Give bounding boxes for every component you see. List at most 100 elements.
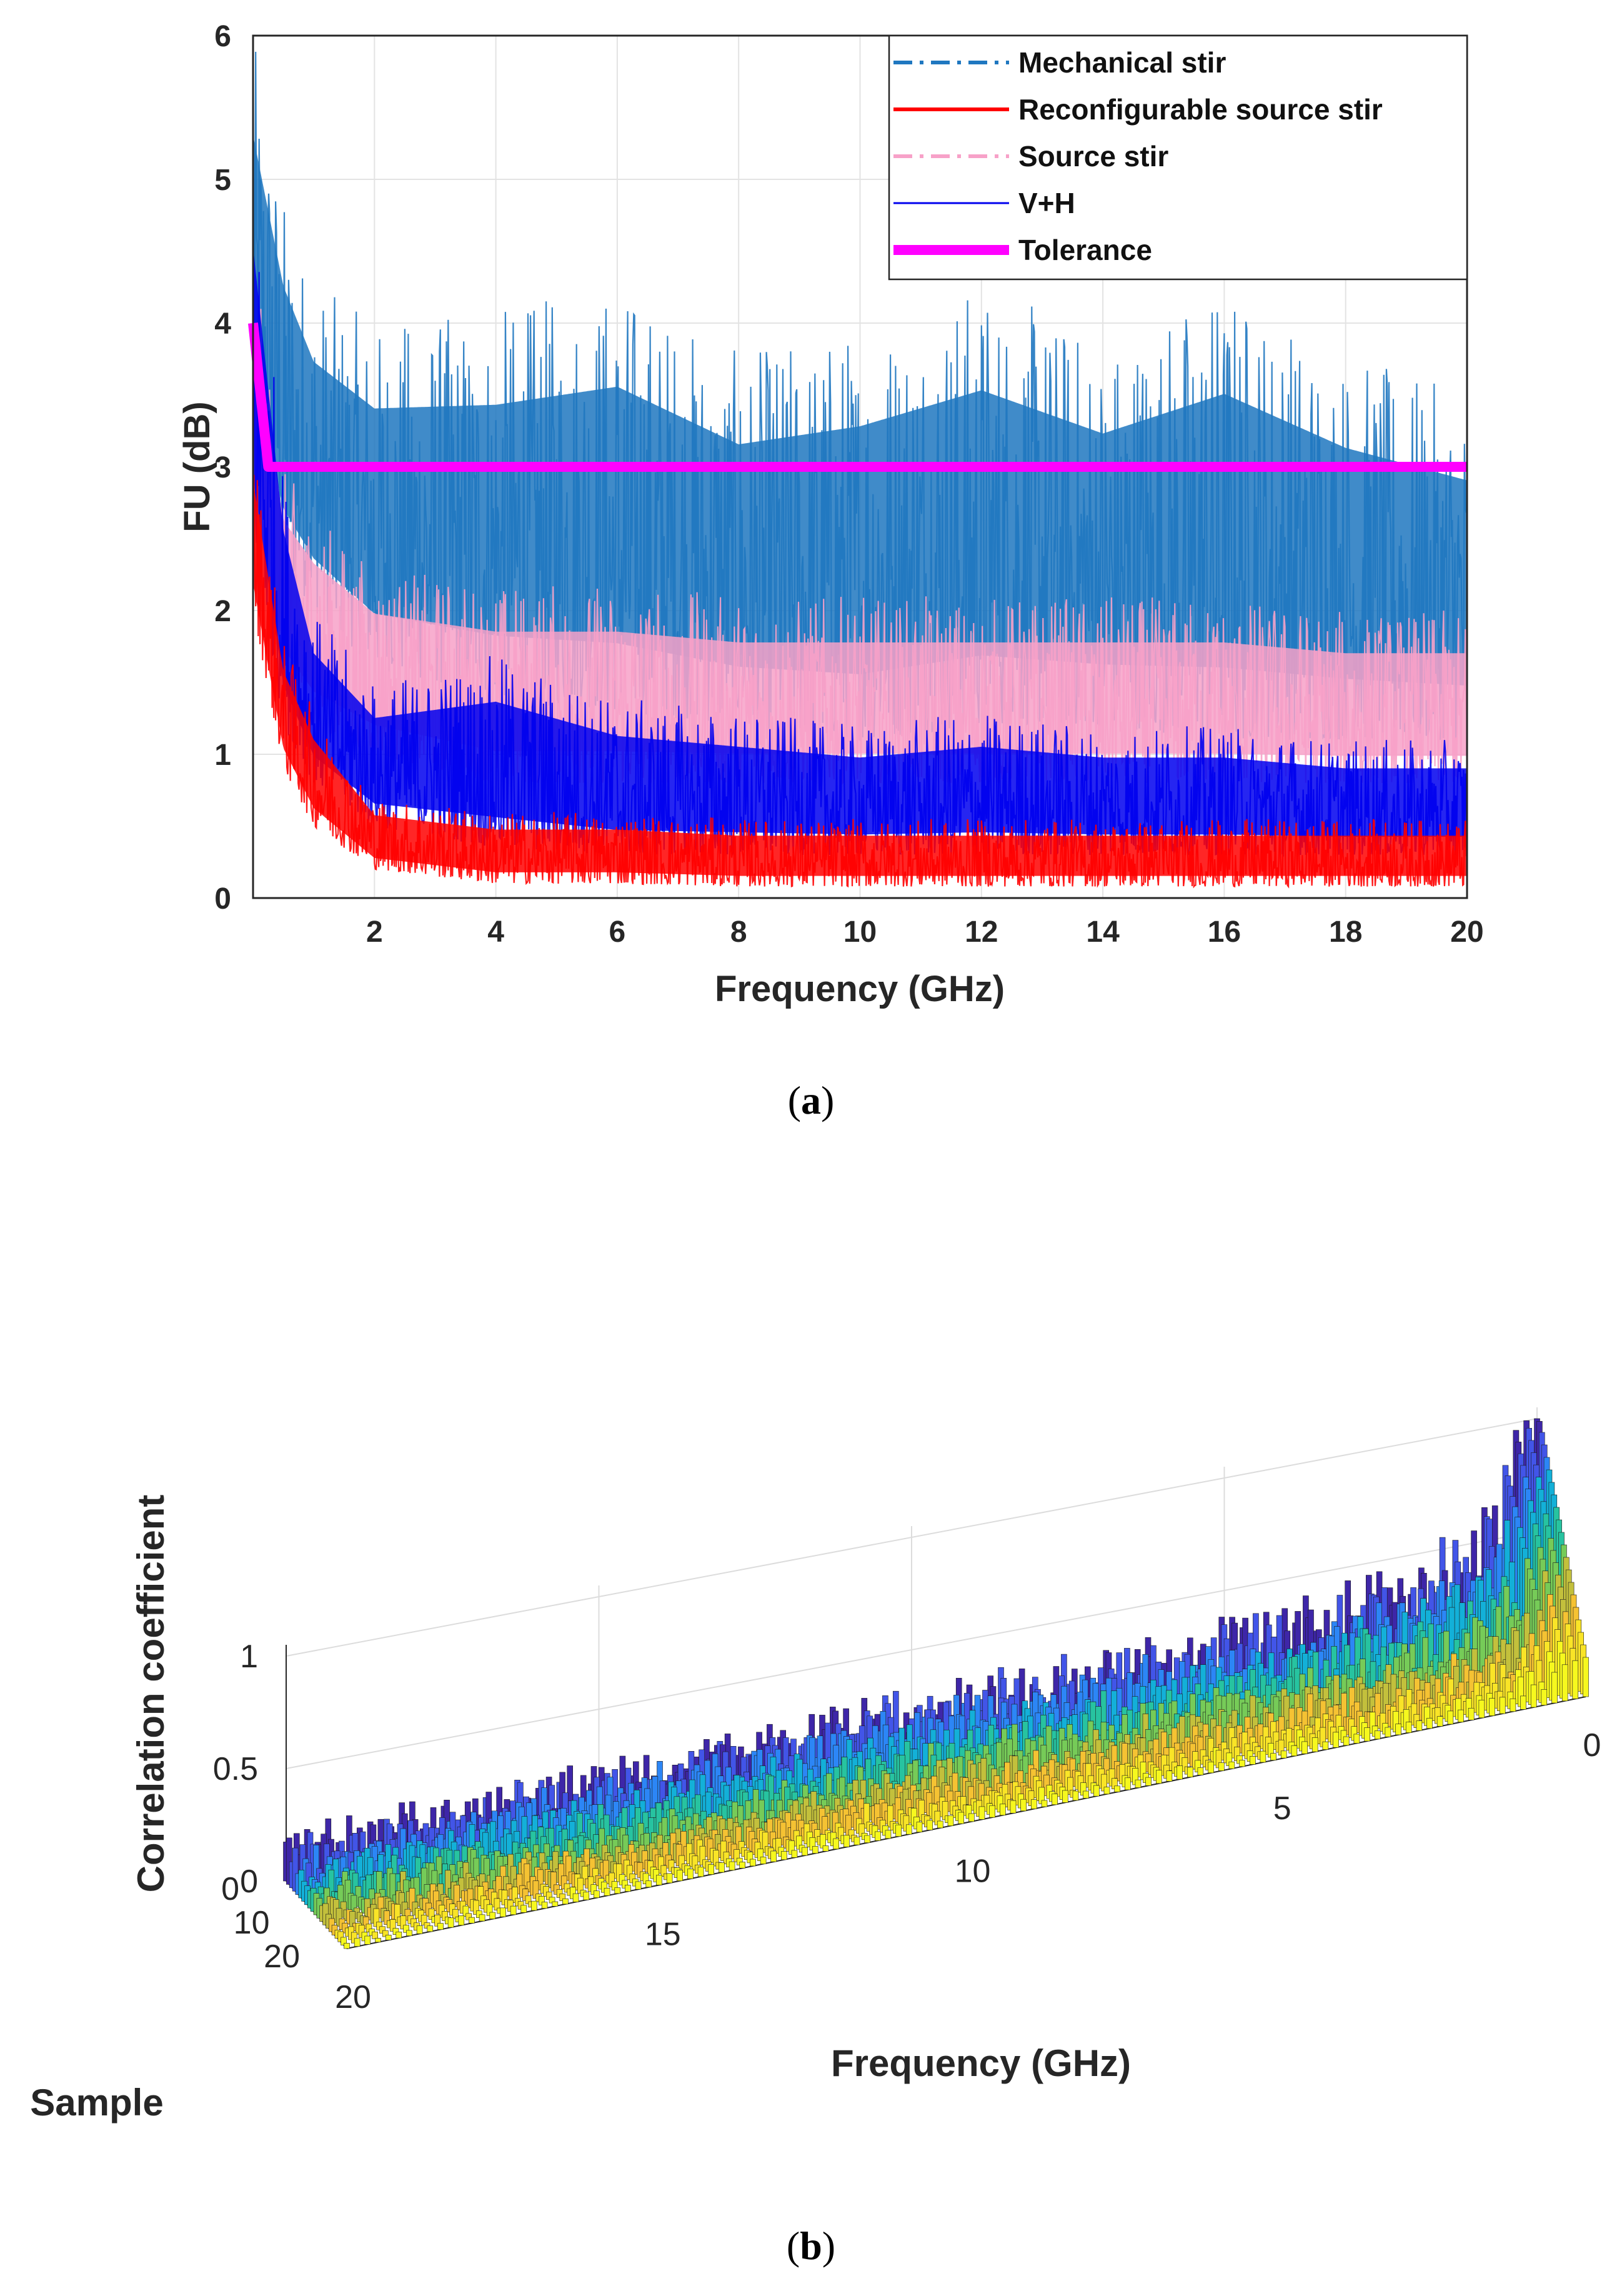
legend-reconfigurable-source-stir-label: Reconfigurable source stir xyxy=(1018,93,1383,126)
bar xyxy=(520,1905,527,1913)
bar xyxy=(1166,1770,1173,1782)
bar xyxy=(843,1835,850,1847)
bar xyxy=(382,1930,389,1937)
bar xyxy=(1322,1741,1329,1750)
series-reconfigurable-source-stir xyxy=(252,474,1468,889)
bar xyxy=(1374,1730,1381,1740)
bar xyxy=(512,1887,518,1904)
back-wall-gridline xyxy=(286,1418,1538,1657)
bar xyxy=(1145,1777,1152,1786)
x-tick-label: 4 xyxy=(487,916,504,949)
y-tick-label: 6 xyxy=(214,20,231,53)
x-tick-label: 20 xyxy=(1450,916,1483,949)
bar xyxy=(1052,1794,1058,1805)
bar xyxy=(1510,1698,1516,1712)
b-y-tick-label: 20 xyxy=(264,1939,300,1975)
bar xyxy=(489,1912,496,1919)
bar xyxy=(1583,1657,1589,1697)
bar xyxy=(458,1915,465,1926)
bar xyxy=(750,1859,756,1867)
bar xyxy=(1301,1741,1308,1754)
bar xyxy=(1478,1700,1485,1719)
bar xyxy=(1072,1790,1079,1801)
legend-tolerance-label: Tolerance xyxy=(1018,234,1152,266)
bar xyxy=(552,1901,559,1907)
bar xyxy=(687,1869,694,1879)
bar xyxy=(1208,1762,1214,1774)
bar xyxy=(1083,1790,1089,1799)
bar xyxy=(479,1914,485,1922)
bar xyxy=(1114,1785,1120,1792)
bar xyxy=(372,1931,379,1939)
y-tick-label: 5 xyxy=(214,164,231,197)
bar xyxy=(510,1905,517,1915)
bar xyxy=(385,1935,392,1940)
bar xyxy=(1000,1804,1006,1816)
y-tick-label: 4 xyxy=(214,307,231,341)
bar xyxy=(364,1935,371,1945)
bar xyxy=(781,1851,787,1860)
caption-b: (b) xyxy=(787,2224,835,2268)
bar xyxy=(1291,1745,1298,1757)
bar xyxy=(719,1862,725,1873)
bar xyxy=(1416,1720,1423,1731)
bar xyxy=(406,1930,412,1936)
bar xyxy=(1520,1695,1526,1710)
bar xyxy=(442,1911,448,1921)
bar xyxy=(1343,1736,1350,1746)
bar xyxy=(635,1881,642,1890)
bar xyxy=(812,1846,818,1854)
b-x-tick-label: 5 xyxy=(1273,1790,1291,1827)
bar xyxy=(1125,1777,1131,1790)
bar xyxy=(1156,1770,1162,1784)
bar xyxy=(656,1875,662,1885)
bar xyxy=(531,1900,537,1911)
bar xyxy=(1031,1799,1037,1809)
bar xyxy=(1250,1756,1256,1765)
bar xyxy=(1468,1708,1475,1720)
bar xyxy=(989,1805,995,1818)
bar xyxy=(1426,1718,1433,1729)
caption-a: (a) xyxy=(788,1078,835,1122)
bar xyxy=(1239,1760,1245,1767)
bar xyxy=(677,1870,683,1882)
panel-b-z-axis-label: Correlation coefficient xyxy=(130,1495,172,1893)
bar xyxy=(341,1937,347,1945)
bar xyxy=(1218,1762,1225,1771)
panel-a-legend: Mechanical stir Reconfigurable source st… xyxy=(888,34,1468,281)
bar xyxy=(968,1813,975,1822)
y-tick-label: 3 xyxy=(214,451,231,484)
bar xyxy=(906,1824,912,1835)
bar xyxy=(336,1908,342,1927)
bar xyxy=(286,1837,292,1885)
b-x-tick-label: 0 xyxy=(1583,1727,1601,1764)
bar xyxy=(1187,1767,1193,1777)
bar xyxy=(1062,1790,1068,1803)
panel-a-series-fills xyxy=(252,51,1468,889)
bar xyxy=(791,1850,798,1858)
bar xyxy=(354,1938,361,1947)
bar xyxy=(1270,1753,1276,1760)
bar xyxy=(1385,1727,1391,1737)
x-tick-label: 6 xyxy=(609,916,626,949)
bar xyxy=(562,1898,569,1905)
bar xyxy=(1135,1779,1142,1788)
x-tick-label: 8 xyxy=(730,916,747,949)
bar xyxy=(1436,1716,1443,1727)
bar xyxy=(1311,1737,1318,1752)
bar xyxy=(1458,1709,1464,1722)
bar xyxy=(344,1943,350,1949)
b-y-tick-label: 0 xyxy=(221,1871,239,1907)
bar xyxy=(396,1932,402,1939)
bar xyxy=(1228,1761,1235,1769)
bar xyxy=(1010,1800,1017,1814)
bar xyxy=(833,1838,839,1850)
bar xyxy=(594,1890,600,1898)
b-z-tick-label: 1 xyxy=(240,1639,258,1675)
bar xyxy=(864,1835,870,1843)
panel-a-x-axis-label: Frequency (GHz) xyxy=(715,969,1005,1009)
back-wall-gridline xyxy=(286,1530,1538,1769)
